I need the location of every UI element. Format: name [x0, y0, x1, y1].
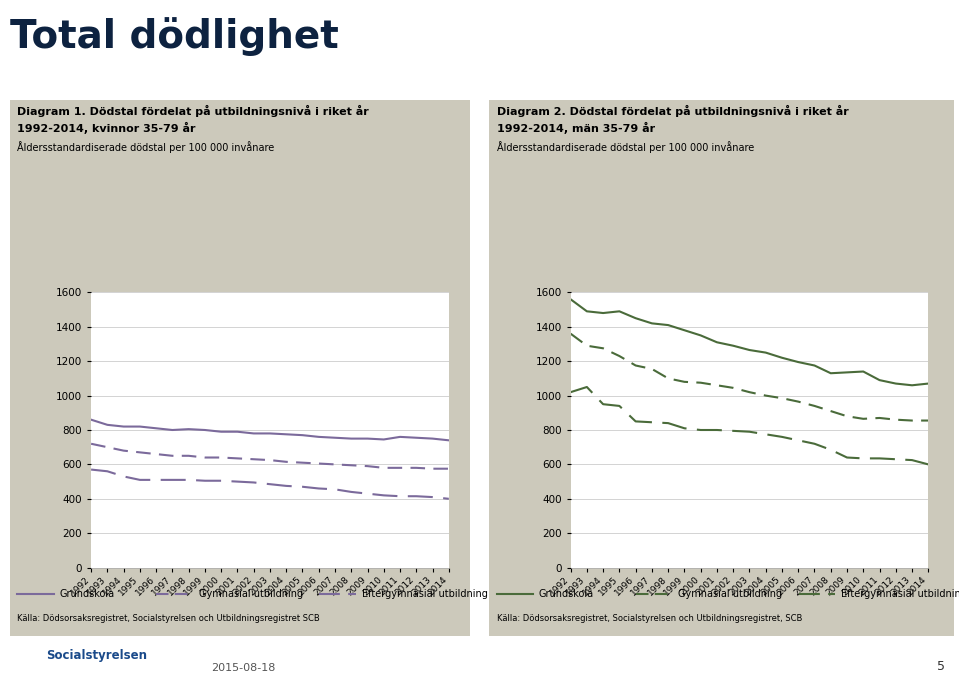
Text: Källa: Dödsorsaksregistret, Socialstyrelsen och Utbildningsregistret SCB: Källa: Dödsorsaksregistret, Socialstyrel…	[17, 614, 320, 623]
Text: Diagram 1. Dödstal fördelat på utbildningsnivå i riket år: Diagram 1. Dödstal fördelat på utbildnin…	[17, 105, 369, 118]
Text: Källa: Dödsorsaksregistret, Socialstyrelsen och Utbildningsregistret, SCB: Källa: Dödsorsaksregistret, Socialstyrel…	[497, 614, 802, 623]
Text: 1992-2014, män 35-79 år: 1992-2014, män 35-79 år	[497, 122, 655, 134]
Text: 2015-08-18: 2015-08-18	[211, 663, 275, 673]
Text: Eftergymnasial utbildning: Eftergymnasial utbildning	[362, 589, 487, 599]
Text: Gymnasial utbildning: Gymnasial utbildning	[678, 589, 783, 599]
Text: 1992-2014, kvinnor 35-79 år: 1992-2014, kvinnor 35-79 år	[17, 122, 196, 134]
Text: Socialstyrelsen: Socialstyrelsen	[46, 649, 147, 662]
Text: 5: 5	[937, 660, 945, 673]
Text: Gymnasial utbildning: Gymnasial utbildning	[199, 589, 303, 599]
Text: Eftergymnasial utbildning: Eftergymnasial utbildning	[841, 589, 959, 599]
Text: Grundskola: Grundskola	[539, 589, 594, 599]
Text: Total dödlighet: Total dödlighet	[10, 17, 339, 56]
Text: Åldersstandardiserade dödstal per 100 000 invånare: Åldersstandardiserade dödstal per 100 00…	[17, 141, 274, 153]
Text: Diagram 2. Dödstal fördelat på utbildningsnivå i riket år: Diagram 2. Dödstal fördelat på utbildnin…	[497, 105, 849, 118]
Text: Grundskola: Grundskola	[59, 589, 114, 599]
Text: Åldersstandardiserade dödstal per 100 000 invånare: Åldersstandardiserade dödstal per 100 00…	[497, 141, 754, 153]
